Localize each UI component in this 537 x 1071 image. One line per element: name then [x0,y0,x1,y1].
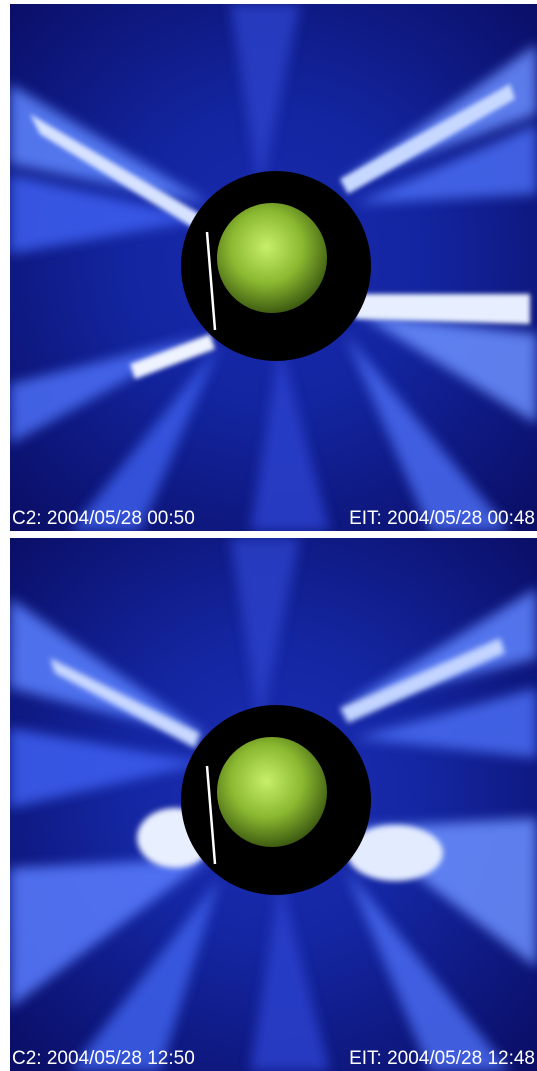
eit-timestamp: EIT: 2004/05/28 12:48 [349,1048,535,1069]
coronagraph-image-1 [10,4,537,531]
panel-caption: C2: 2004/05/28 00:50 EIT: 2004/05/28 00:… [10,507,537,531]
sun-disk [217,203,327,313]
c2-timestamp: C2: 2004/05/28 00:50 [12,508,195,529]
eit-timestamp: EIT: 2004/05/28 00:48 [349,508,535,529]
coronagraph-image-2 [10,538,537,1071]
occulter-pylon [205,765,217,865]
occulter-pylon [205,231,217,331]
panel-caption: C2: 2004/05/28 12:50 EIT: 2004/05/28 12:… [10,1047,537,1071]
coronagraph-panel-1: C2: 2004/05/28 00:50 EIT: 2004/05/28 00:… [10,4,537,531]
coronagraph-panel-2: C2: 2004/05/28 12:50 EIT: 2004/05/28 12:… [10,538,537,1071]
c2-timestamp: C2: 2004/05/28 12:50 [12,1048,195,1069]
sun-disk [217,737,327,847]
panel-divider [10,531,537,538]
